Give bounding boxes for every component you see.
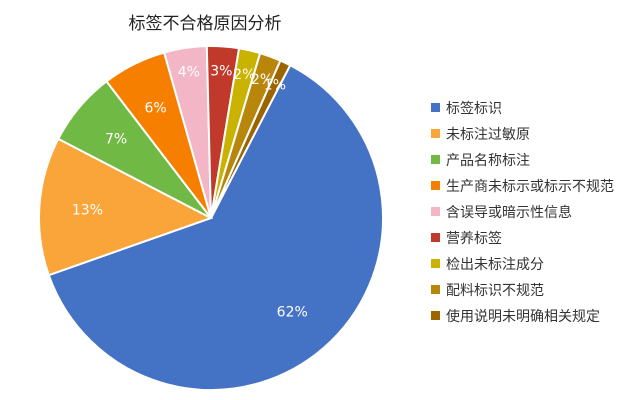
slice-data-label-8: 2% bbox=[251, 72, 273, 88]
chart-title: 标签不合格原因分析 bbox=[129, 14, 282, 34]
slice-data-label-3: 7% bbox=[105, 131, 127, 147]
legend: 标签标识未标注过敏原产品名称标注生产商未标示或标示不规范含误导或暗示性信息营养标… bbox=[431, 100, 614, 325]
legend-swatch-8 bbox=[431, 285, 440, 294]
legend-label-7: 检出未标注成分 bbox=[446, 257, 544, 273]
legend-label-9: 使用说明未明确相关规定 bbox=[446, 308, 600, 325]
legend-swatch-6 bbox=[431, 233, 440, 242]
legend-swatch-4 bbox=[431, 181, 440, 190]
legend-label-3: 产品名称标注 bbox=[446, 153, 530, 169]
slice-data-label-1: 62% bbox=[277, 304, 308, 320]
slice-data-label-2: 13% bbox=[72, 202, 103, 218]
legend-swatch-9 bbox=[431, 311, 440, 320]
pie-slice-2 bbox=[38, 137, 214, 277]
legend-swatch-5 bbox=[431, 207, 440, 216]
legend-label-1: 标签标识 bbox=[446, 100, 502, 117]
slice-data-label-4: 6% bbox=[144, 100, 166, 116]
legend-label-8: 配料标识不规范 bbox=[446, 282, 544, 299]
legend-label-4: 生产商未标示或标示不规范 bbox=[446, 178, 614, 195]
slice-data-label-7: 2% bbox=[233, 67, 255, 83]
pie-slice-1 bbox=[47, 63, 384, 391]
slice-data-label-9: 1% bbox=[264, 78, 286, 94]
legend-swatch-1 bbox=[431, 103, 440, 112]
pie-slice-9 bbox=[210, 59, 292, 219]
legend-swatch-3 bbox=[431, 155, 440, 164]
legend-label-5: 含误导或暗示性信息 bbox=[446, 204, 572, 221]
slice-data-label-5: 4% bbox=[178, 65, 200, 81]
slice-data-label-6: 3% bbox=[210, 63, 232, 79]
legend-label-2: 未标注过敏原 bbox=[446, 127, 530, 143]
legend-label-6: 营养标签 bbox=[446, 230, 502, 247]
legend-swatch-2 bbox=[431, 129, 440, 138]
pie-slices bbox=[38, 45, 384, 391]
slice-labels: 62%13%7%6%4% 3% 2%2%1% bbox=[72, 63, 308, 320]
legend-swatch-7 bbox=[431, 259, 440, 268]
